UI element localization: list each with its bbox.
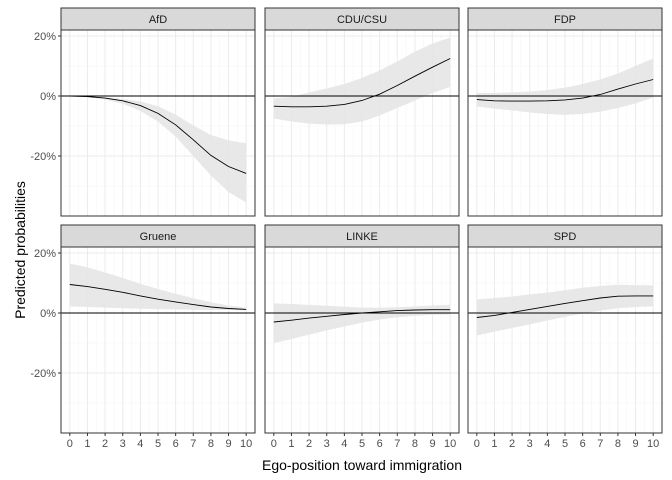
x-tick-label: 5 <box>155 438 161 450</box>
panel-border <box>467 29 663 217</box>
panel-afd: AfD 20% 0% -20% <box>30 7 256 217</box>
x-tick-label: 4 <box>341 438 347 450</box>
confidence-ribbon <box>69 96 247 203</box>
x-tick-label: 9 <box>429 438 435 450</box>
x-tick-label: 10 <box>444 438 456 450</box>
y-tick-label: 20% <box>34 248 56 260</box>
panel-spd: SPD 0 1 2 3 4 5 6 7 8 9 10 <box>467 224 663 450</box>
x-tick-label: 3 <box>120 438 126 450</box>
estimate-line <box>476 79 654 102</box>
panel-border <box>60 29 256 217</box>
x-tick-label: 7 <box>190 438 196 450</box>
estimate-line <box>273 58 451 108</box>
estimate-line <box>69 95 247 174</box>
x-tick-label: 1 <box>491 438 497 450</box>
x-tick-label: 10 <box>647 438 659 450</box>
x-tick-label: 9 <box>632 438 638 450</box>
x-tick-label: 4 <box>137 438 143 450</box>
x-tick-label: 2 <box>509 438 515 450</box>
x-tick-label: 6 <box>377 438 383 450</box>
x-tick-label: 6 <box>173 438 179 450</box>
estimate-line <box>476 295 654 318</box>
panel-title: LINKE <box>346 231 378 243</box>
x-tick-label: 8 <box>412 438 418 450</box>
panel-title: CDU/CSU <box>337 14 387 26</box>
y-tick-label: -20% <box>30 151 56 163</box>
y-tick-label: 20% <box>34 31 56 43</box>
x-tick-label: 8 <box>208 438 214 450</box>
panel-title: SPD <box>554 231 577 243</box>
x-tick-label: 5 <box>359 438 365 450</box>
panel-cdu-csu: CDU/CSU <box>264 7 460 217</box>
panel-fdp: FDP <box>467 7 663 217</box>
panel-linke: LINKE 0 1 2 3 4 5 6 7 8 9 10 <box>264 224 460 450</box>
confidence-ribbon <box>273 37 451 125</box>
estimate-line <box>273 309 451 323</box>
x-tick-label: 3 <box>324 438 330 450</box>
confidence-ribbon <box>69 263 247 311</box>
x-tick-label: 2 <box>102 438 108 450</box>
x-tick-label: 2 <box>306 438 312 450</box>
x-tick-label: 1 <box>288 438 294 450</box>
x-tick-label: 7 <box>394 438 400 450</box>
x-tick-label: 1 <box>84 438 90 450</box>
panel-gruene: Gruene 20% 0% -20% 0 1 2 3 4 5 6 7 8 9 10 <box>30 224 256 450</box>
x-tick-label: 0 <box>474 438 480 450</box>
x-axis-title: Ego-position toward immigration <box>262 457 462 473</box>
y-tick-label: -20% <box>30 368 56 380</box>
x-tick-label: 8 <box>615 438 621 450</box>
y-tick-label: 0% <box>40 308 56 320</box>
estimate-line <box>69 284 247 310</box>
y-tick-label: 0% <box>40 91 56 103</box>
x-tick-label: 4 <box>544 438 550 450</box>
x-tick-label: 7 <box>597 438 603 450</box>
y-axis-title: Predicted probabilities <box>12 181 28 319</box>
panel-title: AfD <box>149 14 167 26</box>
panel-title: Gruene <box>140 231 177 243</box>
x-tick-label: 5 <box>562 438 568 450</box>
panel-border <box>264 29 460 217</box>
x-tick-label: 10 <box>240 438 252 450</box>
x-tick-label: 0 <box>67 438 73 450</box>
panel-title: FDP <box>554 14 576 26</box>
x-tick-label: 3 <box>527 438 533 450</box>
x-tick-label: 6 <box>580 438 586 450</box>
x-tick-label: 9 <box>225 438 231 450</box>
x-tick-label: 0 <box>271 438 277 450</box>
